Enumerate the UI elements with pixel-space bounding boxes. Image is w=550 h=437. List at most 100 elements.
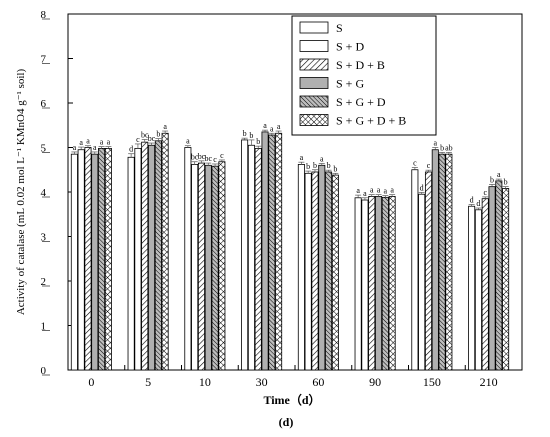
significance-letter: a (370, 186, 374, 195)
bar (325, 171, 333, 371)
x-tick-label: 5 (145, 375, 151, 389)
legend-swatch (299, 77, 329, 89)
significance-letter: a (377, 186, 381, 195)
significance-letter: b (156, 130, 160, 139)
bar (468, 205, 476, 371)
legend-swatch (299, 40, 329, 52)
bar (104, 147, 112, 371)
significance-letter: b (243, 129, 247, 138)
significance-letter: b (249, 131, 253, 140)
y-tick-label: 5 (41, 143, 47, 155)
bar (77, 149, 85, 371)
y-tick-label: 0 (41, 365, 47, 377)
bar (70, 153, 78, 371)
y-axis-label: Activity of catalase (mL 0.02 mol L⁻¹ KM… (15, 69, 27, 316)
y-axis: 0 1 2 3 4 5 6 7 8 (41, 9, 73, 377)
x-tick-label: 150 (423, 375, 441, 389)
x-axis-label: Time（d） (263, 392, 320, 407)
bar (154, 140, 162, 371)
bar (495, 180, 503, 371)
legend-label: S + D (336, 40, 364, 54)
y-tick-label: 6 (41, 98, 47, 110)
significance-letter: bc (191, 153, 199, 162)
bar (381, 196, 389, 371)
bar (268, 134, 276, 371)
x-tick-label: 30 (256, 375, 268, 389)
legend-label: S + G + D + B (336, 114, 406, 128)
bar (481, 198, 489, 371)
significance-letter: a (300, 153, 304, 162)
bar (261, 131, 269, 371)
significance-letter: b (327, 161, 331, 170)
bar (134, 147, 142, 371)
significance-letter: b (440, 143, 444, 152)
x-tick-label: 10 (199, 375, 211, 389)
significance-letter: b (306, 162, 310, 171)
significance-letter: d (476, 199, 480, 208)
bar (368, 196, 376, 371)
bar (204, 164, 212, 371)
significance-letter: d (420, 183, 424, 192)
y-tick-label: 1 (41, 321, 47, 333)
significance-letter: a (93, 143, 97, 152)
significance-letter: b (256, 137, 260, 146)
significance-letter: c (483, 188, 487, 197)
bar (375, 196, 383, 371)
significance-letter: b (490, 175, 494, 184)
x-tick-label: 60 (312, 375, 324, 389)
significance-letter: ab (445, 143, 453, 152)
bar (161, 132, 169, 371)
significance-letter: bc (148, 134, 156, 143)
x-tick-label: 90 (369, 375, 381, 389)
significance-letter: a (270, 124, 274, 133)
y-tick-label: 2 (41, 276, 47, 288)
bar (275, 132, 283, 371)
significance-letter: a (390, 186, 394, 195)
significance-letter: b (333, 164, 337, 173)
bar (318, 164, 326, 371)
significance-letter: d (129, 145, 133, 154)
significance-letter: a (100, 138, 104, 147)
bar (98, 147, 106, 371)
bar (297, 164, 305, 371)
significance-letter: a (433, 139, 437, 148)
bar (388, 196, 396, 371)
significance-letter: c (220, 151, 224, 160)
bar (84, 147, 92, 371)
x-axis: 0 5 10 30 60 90 150 210 (67, 365, 498, 389)
y-tick-label: 7 (41, 54, 47, 66)
bar (184, 147, 192, 371)
significance-letter: c (213, 155, 217, 164)
significance-letter: a (384, 187, 388, 196)
bar (411, 169, 419, 371)
significance-letter: d (470, 195, 474, 204)
significance-letter: a (263, 121, 267, 130)
legend-swatch (299, 114, 329, 126)
bar (211, 165, 219, 371)
bar (431, 149, 439, 371)
significance-letter: b (313, 161, 317, 170)
significance-letter: bc (141, 130, 149, 139)
bar (424, 171, 432, 371)
y-tick-label: 3 (41, 232, 47, 244)
legend-label: S (336, 21, 343, 35)
bar (218, 161, 226, 371)
bar (141, 141, 149, 371)
legend: S S + D S + D + B S + G S + G + D S + G + D +… (291, 15, 437, 136)
bar (361, 199, 369, 371)
legend-swatch (299, 58, 329, 71)
y-tick-label: 8 (41, 9, 47, 21)
bar (254, 147, 262, 371)
x-tick-label: 0 (88, 375, 94, 389)
significance-letter: bc (204, 154, 212, 163)
x-tick-label: 210 (480, 375, 498, 389)
significance-letter: a (186, 137, 190, 146)
bar (474, 209, 482, 371)
bar (148, 144, 156, 371)
legend-label: S + G + D (336, 95, 386, 109)
significance-letter: a (163, 122, 167, 131)
bar (241, 139, 249, 371)
bar (331, 174, 339, 371)
